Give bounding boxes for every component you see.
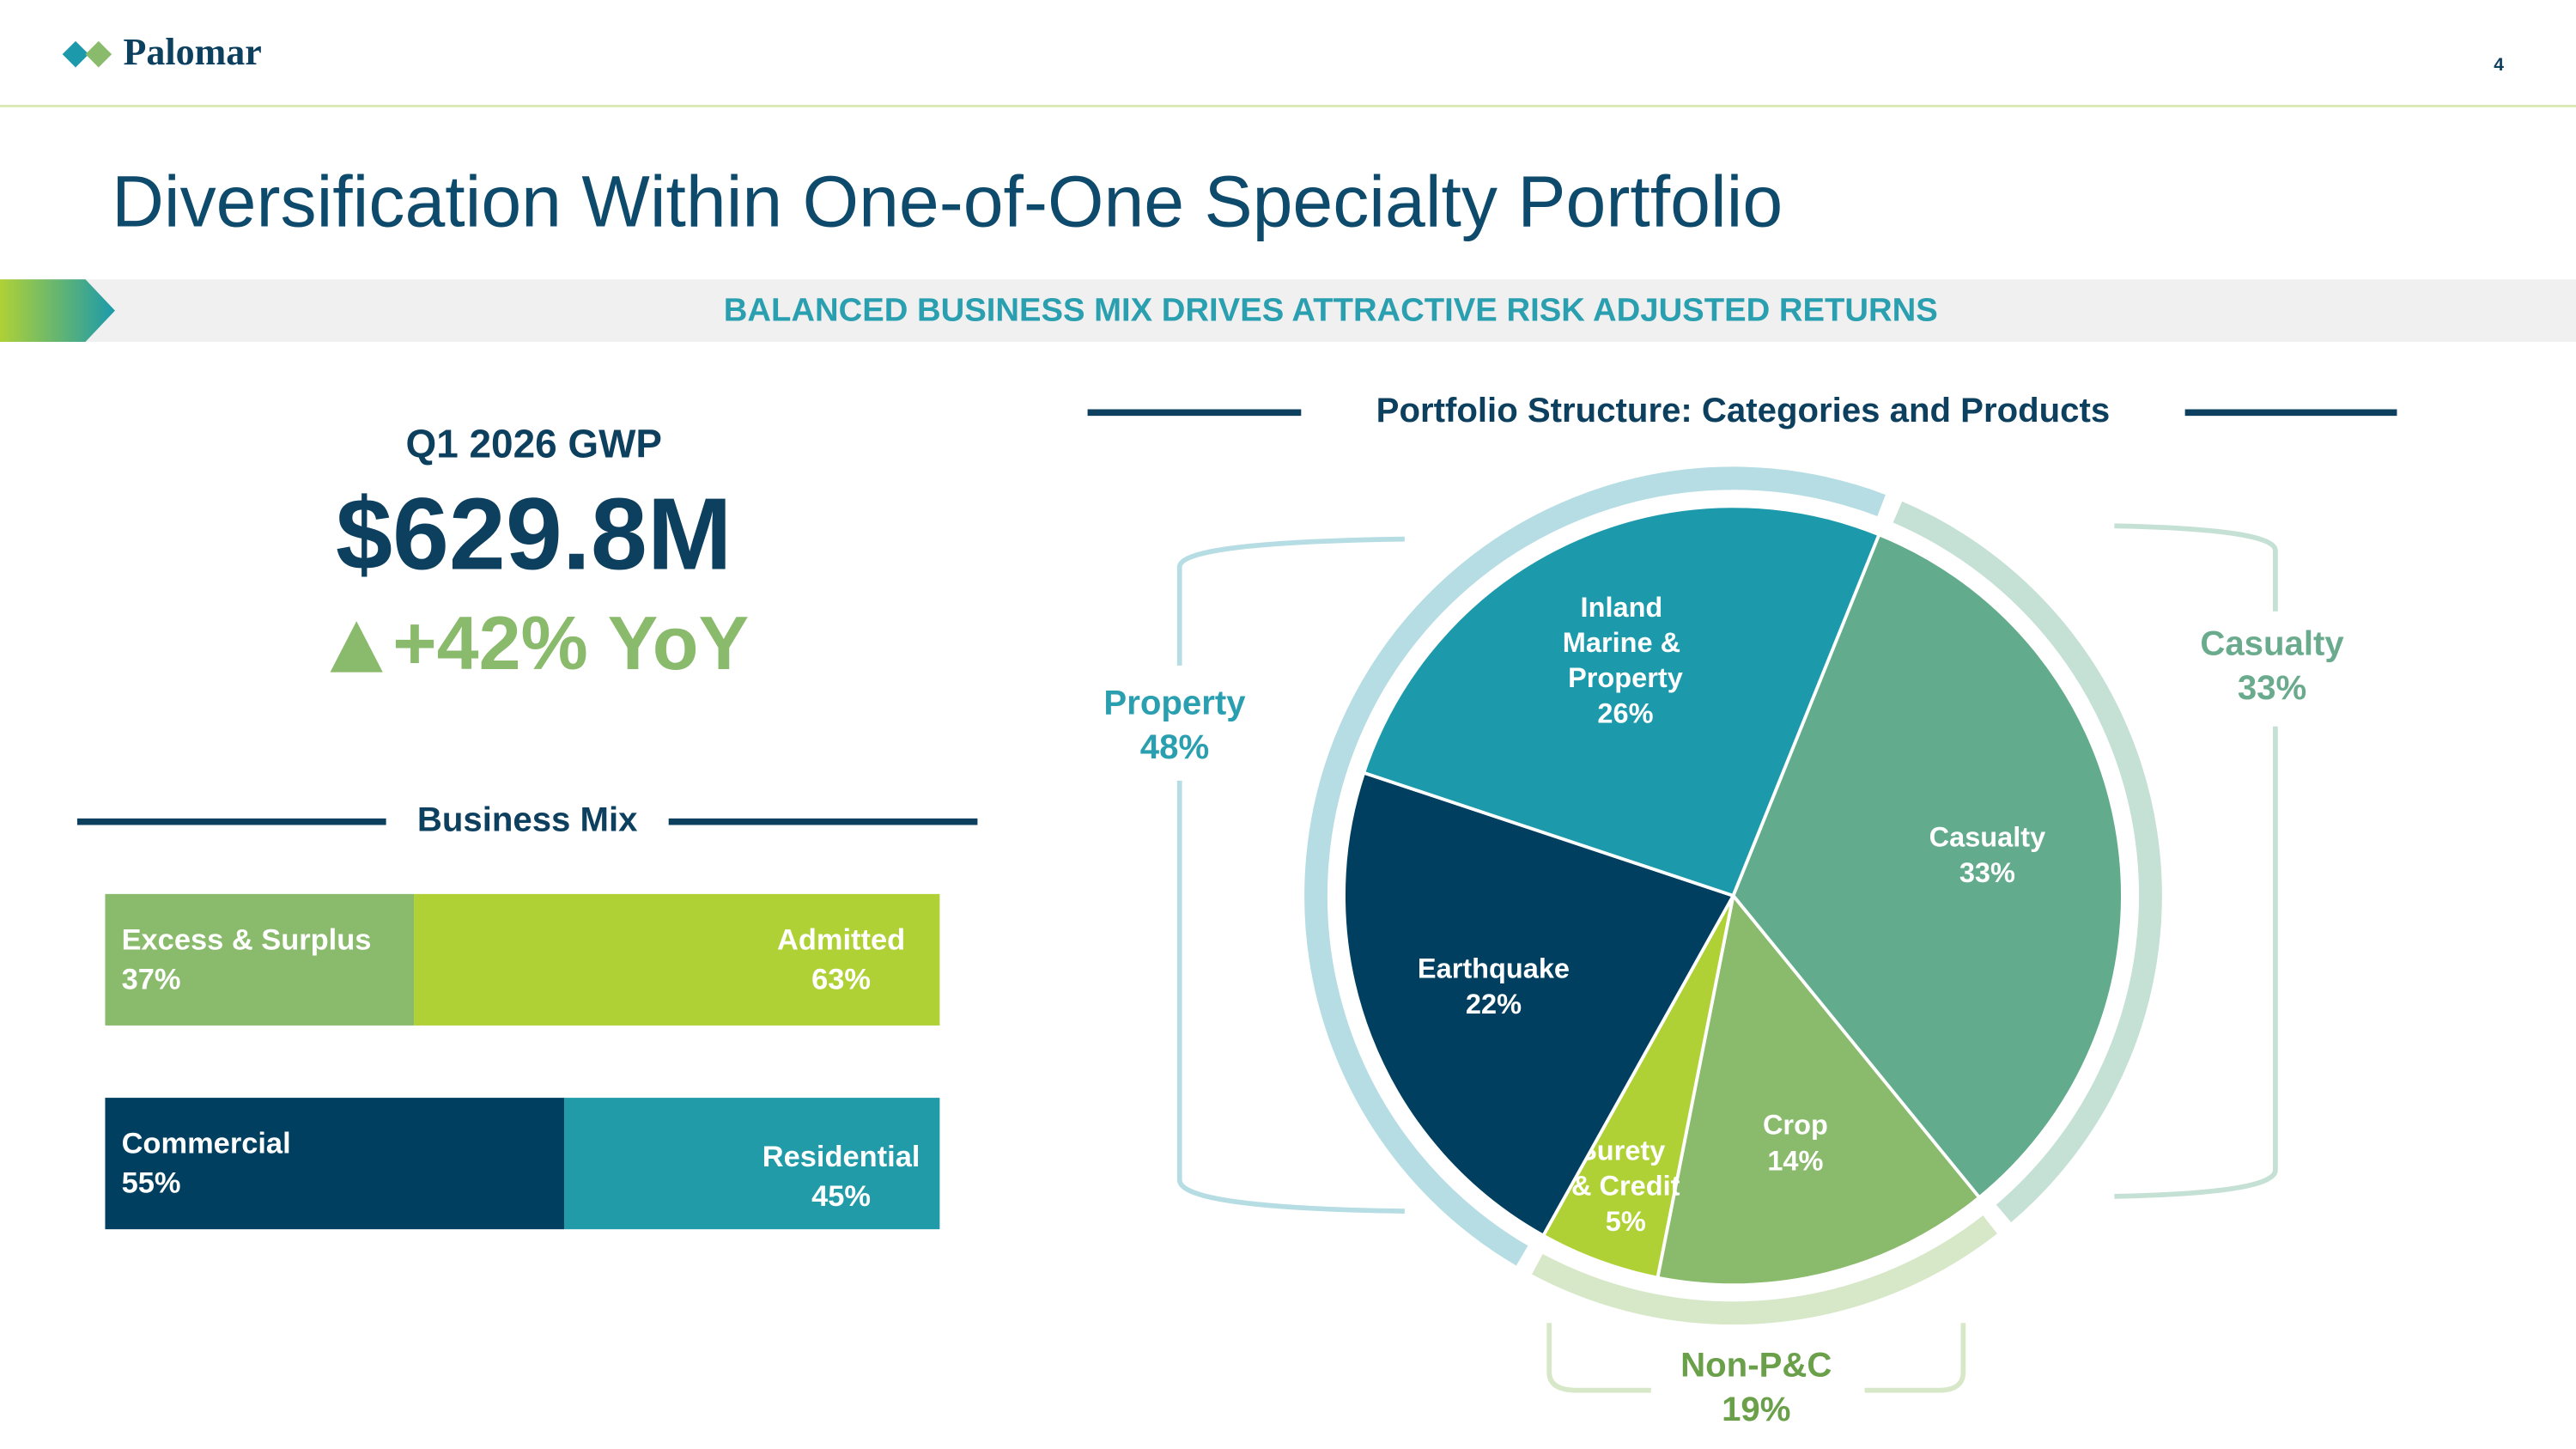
- pie-slice: [1656, 892, 1982, 1288]
- slice-value: 14%: [1767, 1145, 1823, 1176]
- group-ring: [1532, 1215, 1997, 1325]
- segment-value: 63%: [811, 963, 871, 995]
- chart-title: Portfolio Structure: Categories and Prod…: [1376, 391, 2111, 429]
- slice-value: 33%: [1959, 857, 2015, 888]
- pie-slice: [1361, 504, 1881, 898]
- pie-slice: [1540, 894, 1735, 1280]
- slice-value: 26%: [1597, 697, 1653, 728]
- slice-label: Surety & Credit: [1571, 1135, 1680, 1201]
- gwp-label: Q1 2026 GWP: [406, 422, 663, 466]
- slice-label: Inland Marine & Property: [1563, 592, 1688, 693]
- slice-label: Casualty: [1929, 822, 2046, 853]
- banner-bg: [0, 279, 2576, 342]
- segment-name: Excess & Surplus: [122, 923, 372, 956]
- chart-title: Business Mix: [417, 800, 638, 838]
- group-ring: [1304, 466, 1886, 1266]
- segment-value: 45%: [811, 1180, 871, 1213]
- segment-value: 55%: [122, 1167, 181, 1200]
- banner-text: BALANCED BUSINESS MIX DRIVES ATTRACTIVE …: [724, 292, 1938, 329]
- segment-name: Residential: [762, 1141, 920, 1173]
- segment-name: Commercial: [122, 1128, 291, 1160]
- bracket: [1546, 1323, 1966, 1393]
- logo-text: Palomar: [123, 31, 261, 73]
- slide-title: Diversification Within One-of-One Specia…: [112, 161, 1783, 241]
- group-value: 19%: [1722, 1390, 1790, 1428]
- bracket: [1176, 536, 1405, 1214]
- segment-value: 37%: [122, 963, 181, 995]
- bar-segment: [105, 1098, 565, 1230]
- growth-arrow: [330, 621, 383, 673]
- gwp-growth: +42% YoY: [392, 600, 749, 685]
- bar-segment: [414, 893, 940, 1026]
- group-value: 48%: [1140, 728, 1209, 766]
- slice-label: Crop: [1763, 1110, 1828, 1141]
- brackets: [1176, 523, 2278, 1393]
- gwp-value: $629.8M: [336, 478, 732, 592]
- slice-value: 5%: [1606, 1206, 1646, 1237]
- segment-name: Admitted: [777, 923, 905, 956]
- slice-value: 22%: [1466, 989, 1522, 1020]
- bar-segment: [564, 1098, 940, 1230]
- group-ring: [1893, 501, 2162, 1223]
- group-name: Non-P&C: [1680, 1345, 1832, 1384]
- pie-slice: [1342, 770, 1736, 1239]
- group-name: Casualty: [2200, 624, 2344, 663]
- banner-arrow: [0, 279, 115, 342]
- group-value: 33%: [2238, 668, 2306, 707]
- bracket: [2114, 523, 2278, 1199]
- page-number: 4: [2494, 55, 2504, 75]
- slice-label: Earthquake: [1418, 953, 1570, 984]
- bar-segment: [105, 893, 415, 1026]
- group-name: Property: [1103, 683, 1246, 721]
- pie-slice: [1731, 532, 2124, 1200]
